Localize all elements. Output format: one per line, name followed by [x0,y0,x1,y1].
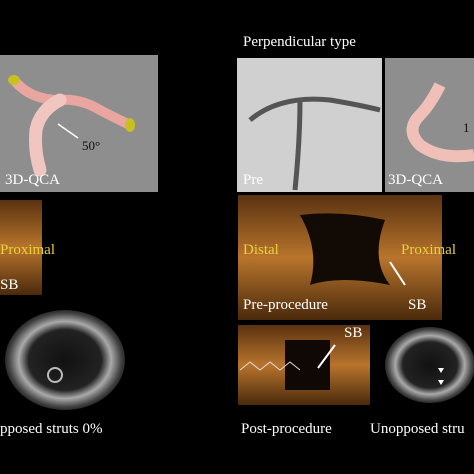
arrow [389,261,406,286]
vessel-branch [29,93,67,177]
lumen [300,213,390,285]
panel-label: 3D-QCA [388,172,443,188]
vessel [248,96,381,191]
qca-panel [385,58,474,192]
lumen [285,340,330,390]
vessel [406,82,474,163]
oct-label: SB [408,297,426,313]
oct-label: Distal [243,242,279,258]
marker [8,75,20,85]
oct-label: SB [0,277,18,293]
arrow [317,344,336,369]
oct-ring [5,310,125,410]
panel-label: Pre [243,172,263,188]
struts-label: Unopposed stru [370,421,465,437]
struts-label: pposed struts 0% [0,421,103,437]
strut-marker [438,368,444,385]
vessel [9,75,135,130]
oct-label: Proximal [0,242,55,258]
stage-label: Post-procedure [241,421,332,437]
stent [239,361,301,371]
catheter [47,367,63,383]
oct-label: Proximal [401,242,456,258]
stage-label: Pre-procedure [243,297,328,313]
angle-label: 1 [463,120,470,135]
oct-label: SB [344,325,362,341]
panel-label: 3D-QCA [5,172,60,188]
arrow [57,123,79,139]
oct-ring [385,327,474,403]
title: Perpendicular type [243,34,356,50]
angiogram [237,58,382,192]
oct-long [0,200,42,295]
angle-label: 50° [82,138,100,153]
marker [125,118,135,132]
